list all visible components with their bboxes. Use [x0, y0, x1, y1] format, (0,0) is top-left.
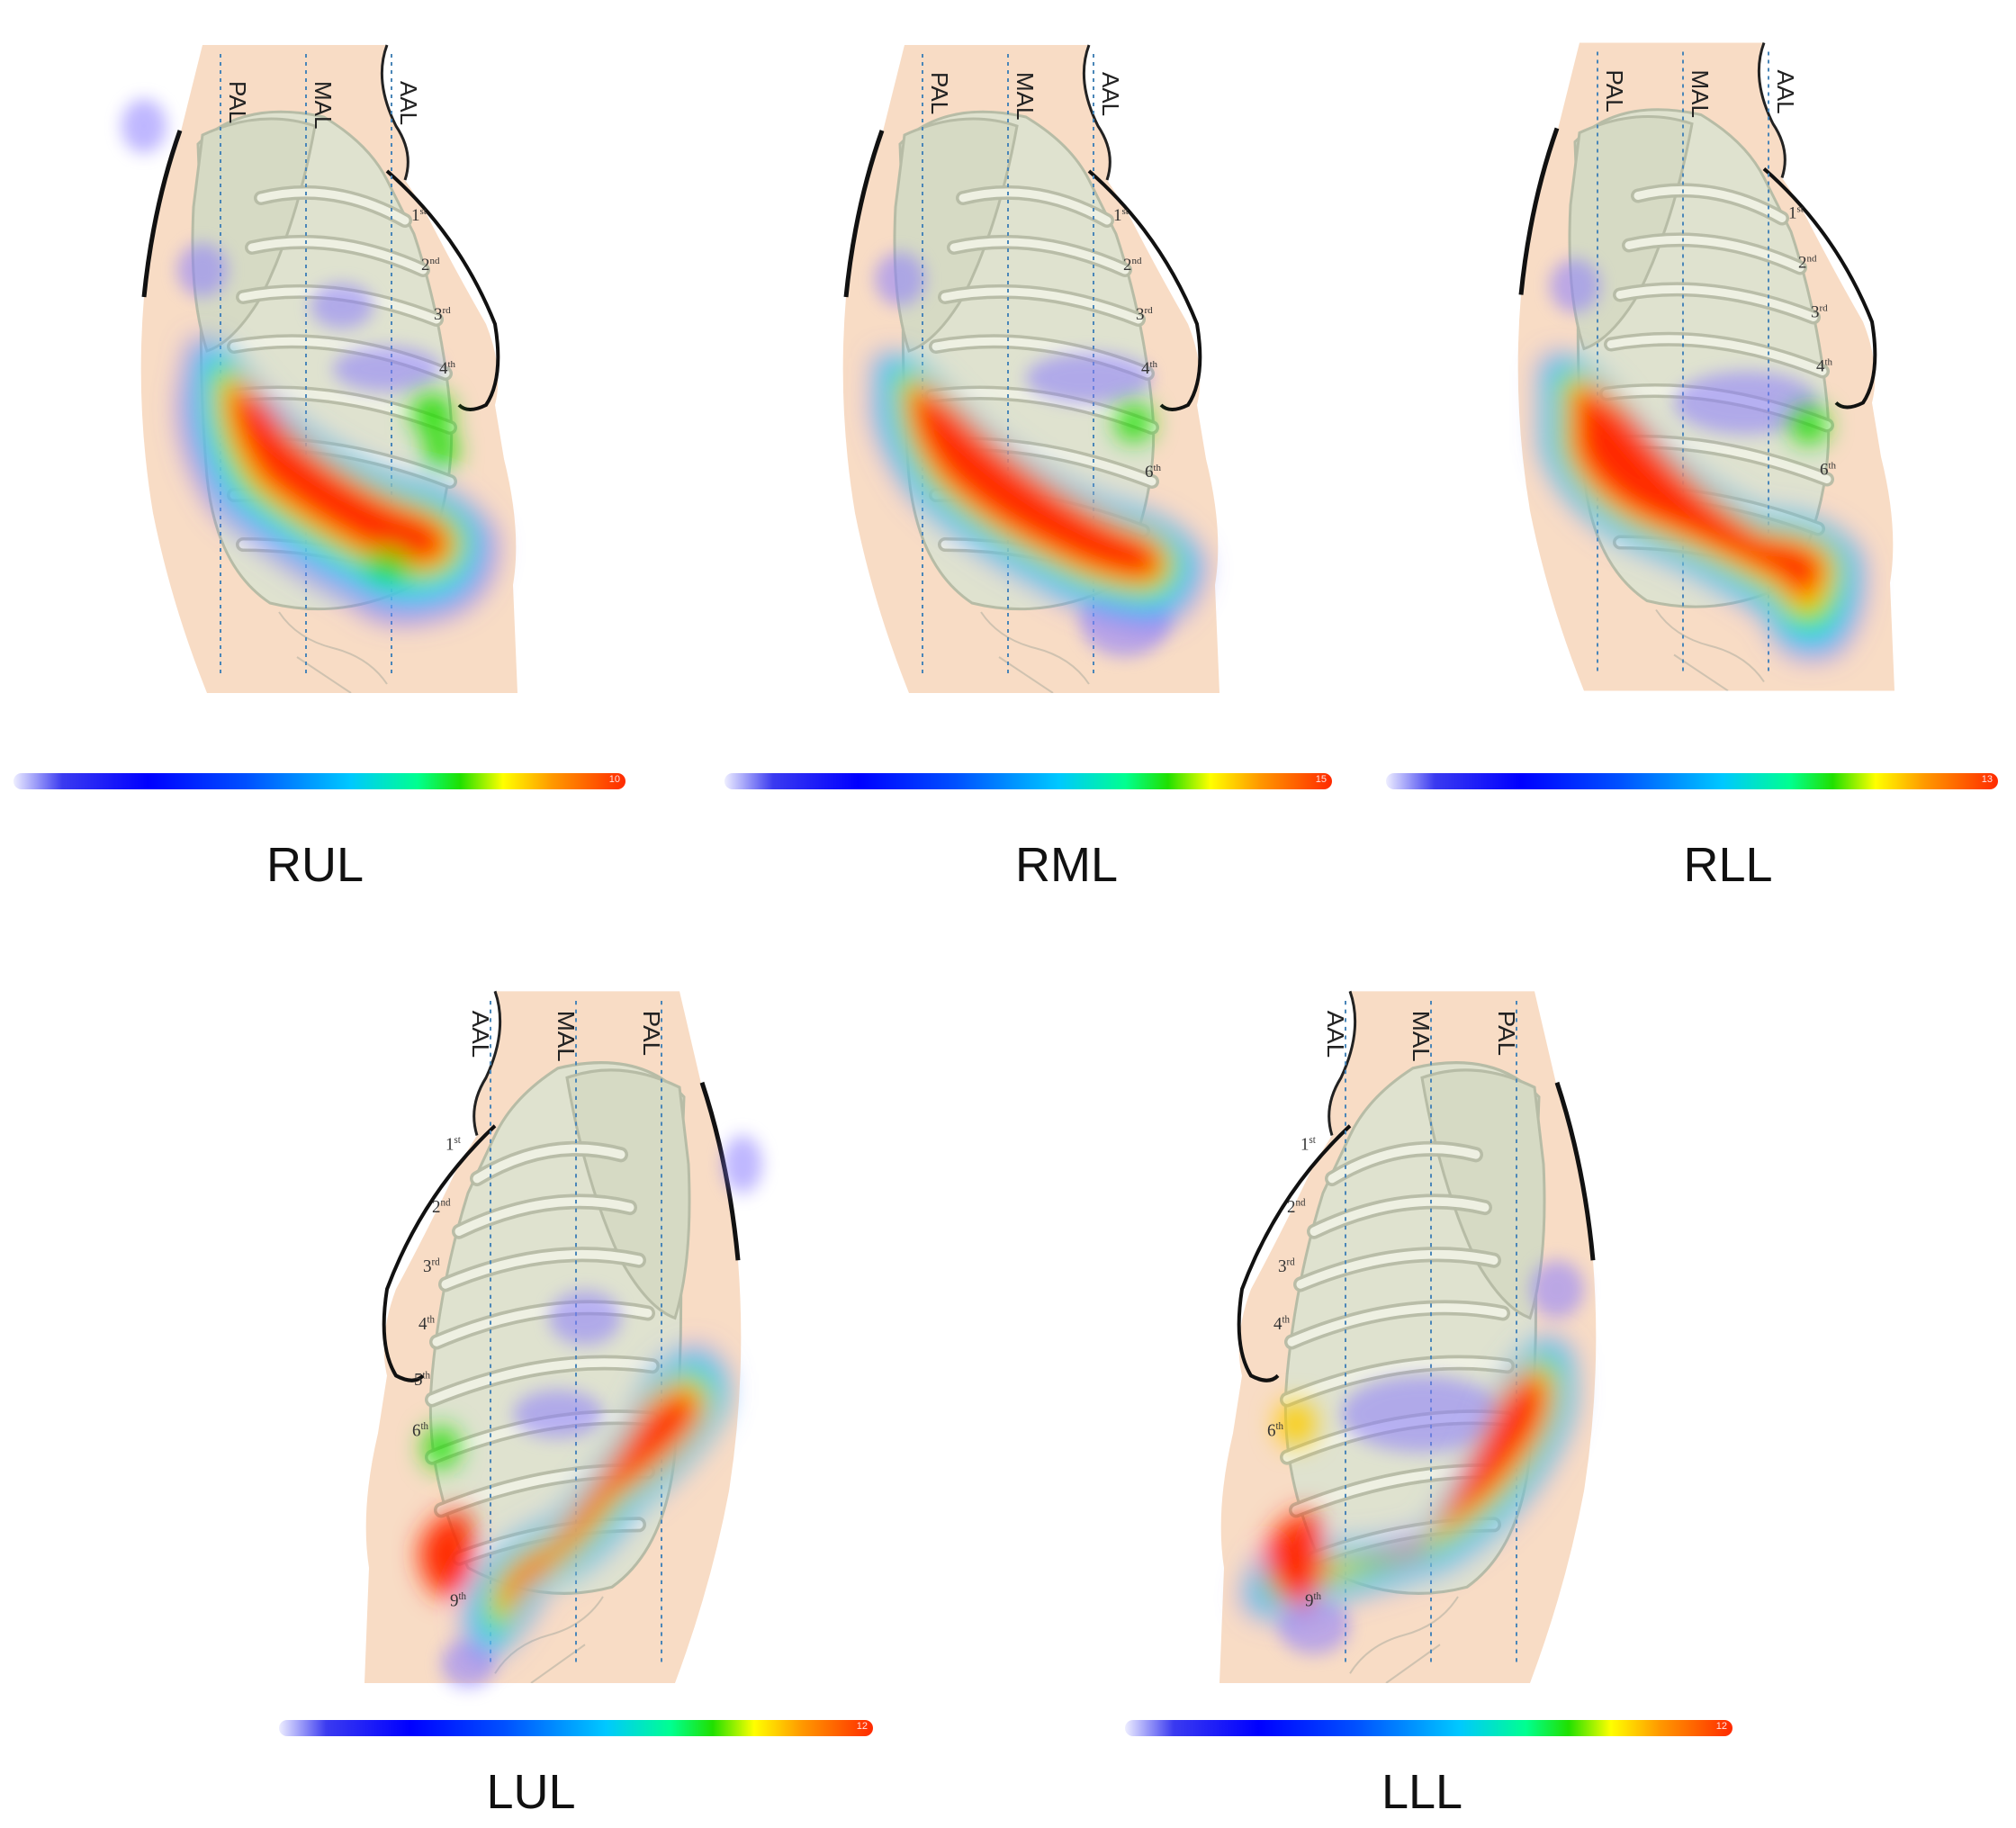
svg-text:6th: 6th: [1145, 463, 1162, 482]
svg-text:3rd: 3rd: [423, 1256, 440, 1277]
svg-text:3rd: 3rd: [434, 305, 451, 324]
svg-text:4th: 4th: [439, 359, 456, 378]
colorbar-max-lul: 12: [856, 1721, 868, 1732]
title-rul: RUL: [266, 838, 364, 892]
pal-label-rml: PAL: [926, 72, 953, 114]
title-rml: RML: [1014, 838, 1118, 892]
svg-text:1st: 1st: [446, 1134, 462, 1155]
torso-diagram-lll: AAL MAL PAL 1st 2nd 3rd 4th 6th 9th: [1188, 972, 1620, 1683]
colorbar-rml: 15: [724, 773, 1332, 789]
mal-label-lll: MAL: [1408, 1011, 1434, 1062]
torso-diagram-rll: PAL MAL AAL 1st 2nd 3rd 4th 6th: [1494, 23, 1926, 693]
svg-text:4th: 4th: [1274, 1314, 1290, 1335]
svg-text:1st: 1st: [1788, 204, 1804, 223]
rib-label-second: 2: [421, 256, 430, 275]
panel-rll: PAL MAL AAL 1st 2nd 3rd 4th 6th: [1494, 23, 1926, 693]
title-lul: LUL: [486, 1765, 576, 1819]
colorbar-lll: 12: [1125, 1720, 1732, 1736]
rib-label-first: 1: [411, 206, 420, 225]
svg-text:3rd: 3rd: [1811, 303, 1828, 322]
svg-text:1st: 1st: [411, 206, 427, 225]
svg-text:1st: 1st: [1113, 206, 1129, 225]
colorbar-rll: 13: [1386, 773, 1998, 789]
svg-text:4th: 4th: [418, 1314, 435, 1335]
pal-label-rll: PAL: [1601, 70, 1628, 113]
colorbar-rul: 10: [14, 773, 626, 789]
svg-text:3rd: 3rd: [1136, 305, 1153, 324]
svg-text:2nd: 2nd: [421, 256, 440, 275]
svg-text:6th: 6th: [1267, 1420, 1283, 1441]
svg-text:2nd: 2nd: [432, 1196, 451, 1217]
mal-label-lul: MAL: [553, 1011, 579, 1062]
svg-text:5th: 5th: [414, 1370, 430, 1391]
torso-diagram-lul: AAL MAL PAL 1st 2nd 3rd 4th 5th 6th 9th: [333, 972, 762, 1683]
colorbar-max-rll: 13: [1981, 774, 1993, 785]
colorbar-max-rul: 10: [608, 774, 620, 785]
panel-rml: PAL MAL AAL 1st 2nd 3rd 4th 6th: [819, 27, 1251, 693]
title-lll: LLL: [1381, 1765, 1463, 1819]
rib-label-third: 3: [434, 305, 443, 324]
svg-text:4th: 4th: [1816, 357, 1833, 376]
panel-lul: AAL MAL PAL 1st 2nd 3rd 4th 5th 6th 9th: [333, 972, 765, 1683]
mal-label: MAL: [310, 81, 337, 129]
svg-text:4th: 4th: [1141, 359, 1158, 378]
pal-label-lll: PAL: [1493, 1011, 1519, 1056]
svg-text:2nd: 2nd: [1123, 256, 1142, 275]
mal-label-rml: MAL: [1012, 72, 1039, 120]
colorbar-lul: 12: [279, 1720, 873, 1736]
panel-rul: PAL MAL AAL 1st 2nd 3rd 4th: [117, 27, 549, 693]
colorbar-max-rml: 15: [1315, 774, 1327, 785]
svg-text:2nd: 2nd: [1798, 254, 1817, 273]
colorbar-max-lll: 12: [1715, 1721, 1727, 1732]
title-rll: RLL: [1683, 838, 1773, 892]
aal-label-rml: AAL: [1097, 72, 1124, 116]
svg-text:9th: 9th: [1305, 1590, 1321, 1611]
svg-text:9th: 9th: [450, 1590, 466, 1611]
svg-text:3rd: 3rd: [1278, 1256, 1295, 1277]
svg-text:2nd: 2nd: [1287, 1196, 1306, 1217]
rib-label-fourth: 4: [439, 359, 448, 378]
aal-label-lul: AAL: [467, 1011, 493, 1058]
pal-label-lul: PAL: [638, 1011, 664, 1056]
svg-text:1st: 1st: [1300, 1134, 1317, 1155]
torso-diagram-rul: PAL MAL AAL 1st 2nd 3rd 4th: [122, 27, 549, 693]
aal-label-rll: AAL: [1772, 70, 1799, 114]
svg-text:6th: 6th: [412, 1420, 428, 1441]
pal-label: PAL: [224, 81, 251, 123]
aal-label: AAL: [395, 81, 422, 125]
torso-diagram-rml: PAL MAL AAL 1st 2nd 3rd 4th 6th: [819, 27, 1251, 693]
panel-lll: AAL MAL PAL 1st 2nd 3rd 4th 6th 9th: [1188, 972, 1620, 1683]
svg-text:6th: 6th: [1820, 461, 1837, 480]
aal-label-lll: AAL: [1322, 1011, 1348, 1058]
mal-label-rll: MAL: [1687, 70, 1714, 118]
